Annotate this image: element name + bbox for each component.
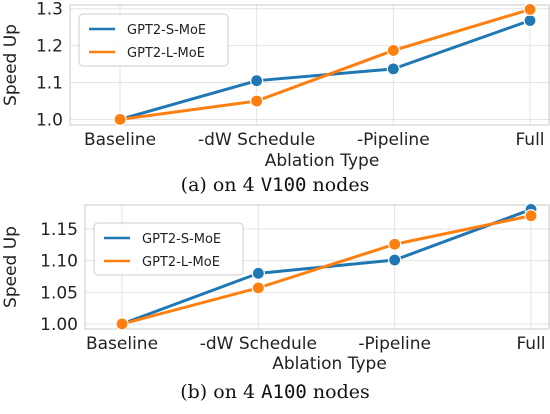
data-point (523, 13, 537, 28)
legend-label: GPT2-L-MoE (127, 46, 205, 61)
data-point (523, 2, 537, 17)
x-axis-label: Ablation Type (265, 151, 380, 171)
x-tick-label: Baseline (84, 130, 156, 150)
figure-caption: (a) on 4 V100 nodes (181, 174, 370, 196)
x-tick-label: Baseline (86, 334, 158, 354)
data-point (115, 317, 129, 331)
legend: GPT2-S-MoE GPT2-L-MoE (93, 222, 244, 276)
series-line-gpt2-l-moe (119, 7, 531, 121)
series-line-gpt2-l-moe (121, 214, 532, 326)
plot-frame (84, 204, 550, 330)
chart-b: 1.00 1.05 1.10 1.15 Baseline -dW Schedule -Pip… (1, 202, 550, 403)
y-tick-label: 1.00 (40, 315, 78, 335)
caption-gpu: A100 (261, 381, 307, 403)
data-point (250, 94, 264, 108)
data-point (113, 112, 127, 127)
caption-gpu: V100 (261, 174, 307, 196)
data-point (388, 237, 402, 251)
data-point (250, 74, 264, 88)
y-axis-label: Speed Up (1, 226, 21, 308)
caption-prefix: (b) on 4 (180, 381, 261, 403)
legend-box (78, 13, 229, 67)
x-axis-label: Ablation Type (272, 354, 387, 374)
data-point (251, 266, 265, 280)
caption-suffix: nodes (306, 174, 369, 196)
data-point (251, 281, 265, 295)
figure-caption: (b) on 4 A100 nodes (180, 381, 370, 403)
data-point (524, 209, 538, 223)
x-tick-label: -dW Schedule (200, 334, 317, 354)
y-tick-label: 1.15 (40, 220, 78, 240)
y-tick-label: 1.1 (36, 74, 63, 94)
x-tick-label: Full (516, 334, 545, 354)
x-tick-label: Full (515, 130, 544, 150)
legend-label: GPT2-S-MoE (127, 23, 206, 38)
legend-label: GPT2-L-MoE (142, 255, 220, 270)
y-axis-label: Speed Up (1, 24, 21, 106)
plot-frame (69, 4, 550, 126)
x-tick-label: -dW Schedule (198, 130, 315, 150)
y-tick-label: 1.10 (40, 252, 78, 272)
data-point (388, 253, 402, 267)
y-tick-label: 1.05 (40, 283, 78, 303)
caption-prefix: (a) on 4 (181, 174, 261, 196)
x-tick-label: -Pipeline (358, 334, 431, 354)
y-tick-label: 1.0 (36, 110, 63, 130)
x-tick-label: -Pipeline (357, 130, 430, 150)
legend-box (93, 222, 244, 276)
y-tick-label: 1.2 (36, 37, 63, 57)
data-point (386, 62, 400, 76)
legend: GPT2-S-MoE GPT2-L-MoE (78, 13, 229, 67)
caption-suffix: nodes (307, 381, 370, 403)
y-tick-label: 1.3 (36, 0, 63, 20)
data-point (386, 43, 400, 58)
legend-label: GPT2-S-MoE (142, 232, 221, 247)
chart-a: 1.0 1.1 1.2 1.3 Baseline -dW Schedule -Pipelin… (1, 0, 550, 196)
